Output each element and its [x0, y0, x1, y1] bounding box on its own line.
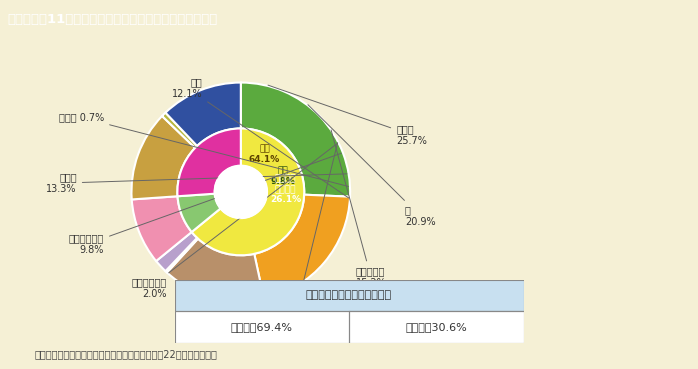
Text: 同居の家族介護者の男女内訳: 同居の家族介護者の男女内訳 — [306, 290, 392, 300]
Wedge shape — [156, 232, 197, 271]
Wedge shape — [254, 195, 350, 299]
Text: 女　性　69.4%: 女 性 69.4% — [231, 322, 292, 332]
Bar — [349, 311, 524, 343]
Text: 第１－５－11図　要介護者等から見た主な介護者の続柄: 第１－５－11図 要介護者等から見た主な介護者の続柄 — [7, 13, 217, 26]
Text: 同居
64.1%: 同居 64.1% — [249, 144, 280, 163]
Text: 別居の家族等
9.8%: 別居の家族等 9.8% — [69, 153, 341, 255]
Text: 事業者
13.3%: 事業者 13.3% — [46, 172, 347, 194]
Text: 不詳
12.1%: 不詳 12.1% — [172, 77, 349, 198]
Wedge shape — [177, 128, 241, 196]
Text: その他 0.7%: その他 0.7% — [59, 113, 348, 186]
Wedge shape — [162, 113, 197, 148]
Text: 別居
9.8%: 別居 9.8% — [270, 166, 295, 186]
Text: 同別居の
区別なし
26.1%: 同別居の 区別なし 26.1% — [270, 175, 301, 204]
Wedge shape — [132, 196, 192, 261]
Wedge shape — [241, 83, 350, 197]
Circle shape — [214, 166, 267, 218]
Wedge shape — [165, 83, 241, 146]
Wedge shape — [165, 238, 198, 273]
Text: 男　性　30.6%: 男 性 30.6% — [406, 322, 467, 332]
Text: 子の配偶者
15.2%: 子の配偶者 15.2% — [331, 130, 387, 288]
Wedge shape — [131, 116, 195, 199]
Text: その他の親族
2.0%: その他の親族 2.0% — [131, 144, 337, 299]
Text: 父母 0.3%: 父母 0.3% — [276, 143, 338, 319]
Wedge shape — [177, 194, 221, 232]
Bar — [174, 280, 524, 311]
Text: 配偶者
25.7%: 配偶者 25.7% — [268, 85, 427, 146]
Wedge shape — [167, 239, 264, 301]
Wedge shape — [192, 128, 304, 255]
Text: 子
20.9%: 子 20.9% — [308, 105, 436, 227]
Text: （備考）厚生労働省「国民生活基礎調査」（平成22年）より作成。: （備考）厚生労働省「国民生活基礎調査」（平成22年）より作成。 — [35, 349, 218, 359]
